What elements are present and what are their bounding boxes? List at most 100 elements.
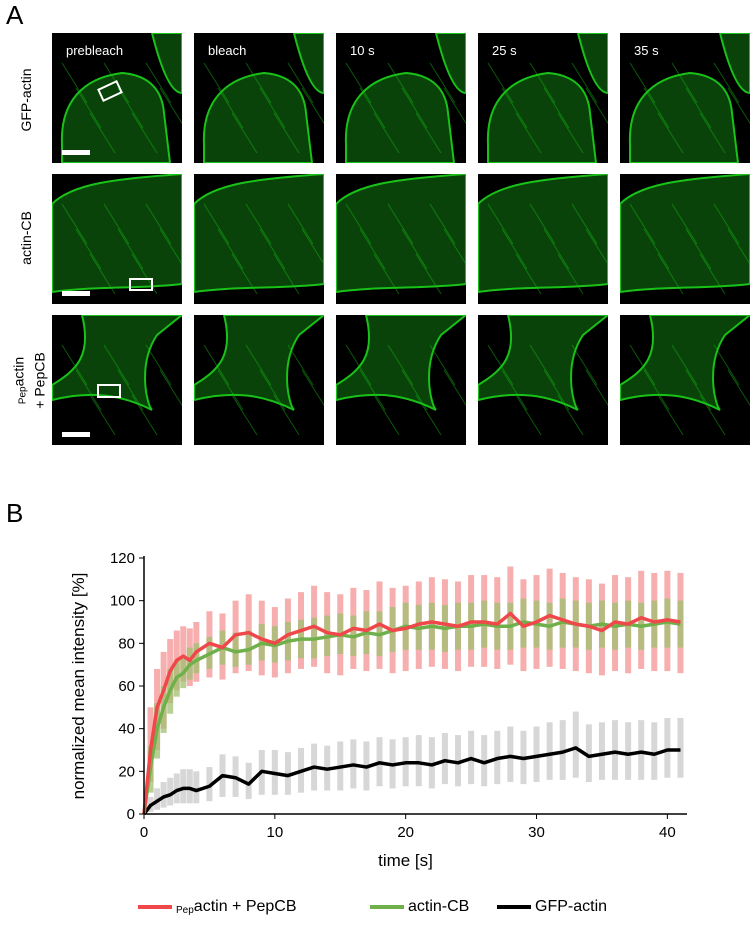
filament-streak (571, 62, 598, 104)
panel-a-label: A (6, 0, 24, 30)
filament-streak (61, 203, 88, 245)
filament-streak (373, 253, 400, 295)
filament-streak (231, 112, 258, 154)
filament-streak (643, 87, 670, 129)
error-band-bar (186, 769, 193, 804)
micrograph-tile: 25 s (478, 33, 608, 163)
filament-streak (443, 228, 466, 266)
filament-streak (429, 344, 456, 386)
column-label: 10 s (350, 43, 375, 58)
filament-streak (61, 62, 88, 104)
filament-streak (487, 344, 514, 386)
legend-swatch-pep (138, 904, 172, 909)
filament-streak (159, 369, 182, 407)
x-tick-label: 30 (528, 824, 545, 841)
error-band-bar (193, 771, 200, 804)
y-tick-label: 80 (118, 635, 135, 652)
filament-streak (75, 228, 102, 270)
filament-streak (713, 62, 740, 104)
filament-streak (231, 394, 258, 436)
filament-streak (245, 344, 272, 386)
micrograph-tile (336, 174, 466, 304)
micrograph-tile (52, 174, 182, 304)
filament-streak (657, 112, 684, 154)
legend-pep-label: actin + PepCB (193, 898, 297, 915)
y-tick-label: 40 (118, 721, 135, 738)
filament-streak (685, 369, 712, 411)
error-band-bar (441, 732, 448, 785)
bleach-roi-box (129, 278, 153, 291)
column-label: 35 s (634, 43, 659, 58)
filament-streak (557, 253, 584, 295)
filament-streak (643, 369, 670, 411)
error-band-bar (245, 630, 252, 665)
y-axis-label: normalized mean intensity [%] (69, 573, 88, 800)
filament-streak (543, 228, 570, 270)
filament-streak (387, 203, 414, 245)
filament-streak (727, 87, 750, 125)
legend-cb-label: actin-CB (408, 898, 470, 915)
filament-streak (387, 344, 414, 386)
filament-streak (301, 87, 324, 125)
error-band-bar (481, 735, 488, 787)
micrograph-tile (620, 174, 750, 304)
filament-streak (117, 228, 144, 270)
filament-streak (217, 228, 244, 270)
filament-streak (359, 87, 386, 129)
legend-item-gfp: GFP-actin (497, 898, 607, 916)
filament-streak (159, 228, 182, 266)
legend-item-cb: actin-CB (370, 898, 469, 916)
filament-streak (203, 62, 230, 104)
y-tick-label: 100 (110, 593, 135, 610)
legend-item-pep: Pepactin + PepCB (138, 898, 297, 916)
micrograph-tile (336, 315, 466, 445)
filament-streak (713, 344, 740, 386)
filament-streak (571, 344, 598, 386)
bleach-roi-box (97, 384, 121, 398)
filament-streak (103, 203, 130, 245)
micrograph-tile (620, 315, 750, 445)
filament-streak (585, 369, 608, 407)
filament-streak (671, 62, 698, 104)
filament-streak (301, 228, 324, 266)
error-band-bar (612, 720, 619, 780)
filament-streak (657, 394, 684, 436)
filament-streak (345, 62, 372, 104)
filament-streak (301, 369, 324, 407)
filament-streak (259, 228, 286, 270)
filament-streak (487, 62, 514, 104)
cell-shape (620, 315, 750, 411)
filament-streak (529, 203, 556, 245)
error-band-bar (651, 722, 658, 780)
column-label: bleach (208, 43, 247, 58)
cell-shape (52, 174, 182, 294)
filament-streak (203, 344, 230, 386)
filament-streak (345, 203, 372, 245)
micrograph-tile: 10 s (336, 33, 466, 163)
error-band-bar (546, 722, 553, 780)
filament-streak (657, 253, 684, 295)
bleach-roi-box (97, 80, 123, 102)
filament-streak (159, 87, 182, 125)
filament-streak (515, 394, 542, 436)
legend-swatch-gfp (497, 904, 531, 909)
error-band-bar (173, 773, 180, 804)
filament-streak (145, 62, 172, 104)
filament-streak (415, 394, 442, 436)
y-tick-label: 20 (118, 763, 135, 780)
filament-streak (401, 369, 428, 411)
x-tick-label: 20 (397, 824, 414, 841)
filament-streak (629, 62, 656, 104)
filament-streak (727, 228, 750, 266)
filament-streak (529, 62, 556, 104)
error-band-bar (193, 643, 200, 674)
micrograph-tile: 35 s (620, 33, 750, 163)
cell-shape (628, 33, 750, 163)
error-band-bar (428, 737, 435, 789)
filament-streak (727, 369, 750, 407)
error-band-bar (245, 762, 252, 800)
filament-streak (61, 344, 88, 386)
x-tick-label: 40 (659, 824, 676, 841)
error-band-bar (677, 718, 684, 778)
legend-swatch-cb (370, 904, 404, 909)
